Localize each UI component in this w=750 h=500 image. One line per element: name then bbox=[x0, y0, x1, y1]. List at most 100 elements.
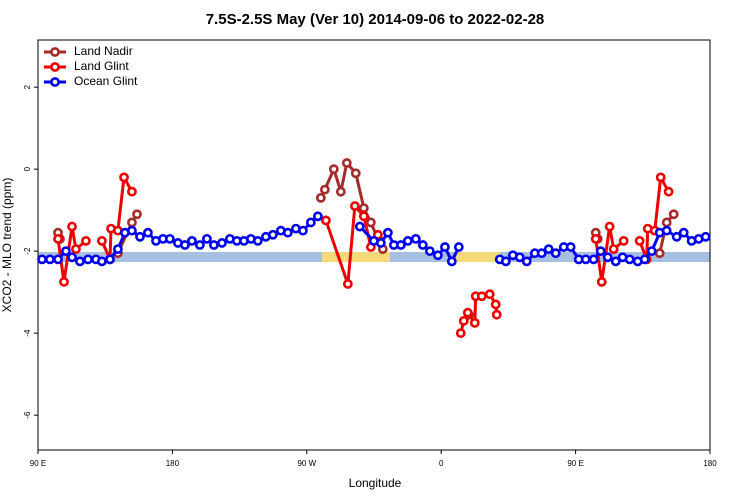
data-point bbox=[491, 309, 502, 320]
y-tick-label: -2 bbox=[23, 247, 32, 255]
data-point bbox=[119, 172, 129, 183]
x-tick-label: 180 bbox=[166, 459, 180, 468]
x-tick-label: 90 E bbox=[567, 459, 583, 468]
data-point bbox=[604, 221, 615, 232]
data-point bbox=[375, 238, 386, 248]
y-tick-label: -4 bbox=[23, 329, 32, 337]
legend-marker bbox=[50, 77, 60, 87]
data-point bbox=[639, 254, 650, 265]
data-point bbox=[700, 231, 711, 242]
legend-label: Ocean Glint bbox=[74, 74, 138, 88]
data-point bbox=[305, 217, 316, 228]
data-point bbox=[580, 254, 591, 265]
data-point bbox=[143, 227, 153, 238]
data-point bbox=[458, 315, 469, 326]
data-point bbox=[312, 211, 323, 222]
data-point bbox=[402, 235, 413, 246]
data-point bbox=[440, 242, 450, 252]
data-point bbox=[634, 235, 645, 246]
data-point bbox=[624, 254, 635, 265]
data-point bbox=[132, 209, 142, 220]
data-point bbox=[59, 276, 69, 287]
data-point bbox=[53, 254, 63, 265]
data-point bbox=[618, 235, 629, 246]
data-point bbox=[315, 192, 326, 203]
data-point bbox=[500, 256, 511, 267]
data-point bbox=[187, 235, 197, 246]
data-point bbox=[469, 317, 480, 328]
data-point bbox=[668, 209, 679, 220]
data-point bbox=[298, 225, 308, 236]
data-point bbox=[476, 291, 487, 302]
data-point bbox=[328, 164, 339, 175]
data-point bbox=[655, 172, 666, 183]
x-tick-label: 90 E bbox=[30, 459, 46, 468]
data-point bbox=[282, 227, 293, 238]
data-point bbox=[446, 256, 457, 267]
data-point bbox=[164, 233, 175, 244]
data-point bbox=[455, 328, 466, 339]
x-tick-label: 180 bbox=[703, 459, 717, 468]
data-point bbox=[83, 254, 93, 265]
data-point bbox=[75, 256, 85, 267]
data-point bbox=[335, 186, 346, 197]
legend-label: Land Glint bbox=[74, 59, 129, 73]
land-band bbox=[455, 252, 500, 262]
y-tick-label: 2 bbox=[23, 84, 32, 89]
data-point bbox=[424, 246, 435, 257]
data-point bbox=[97, 235, 107, 246]
data-point bbox=[209, 240, 219, 250]
legend-marker bbox=[50, 47, 60, 57]
data-point bbox=[590, 233, 601, 244]
data-point bbox=[484, 289, 495, 300]
data-point bbox=[112, 244, 123, 254]
data-point bbox=[53, 233, 63, 244]
data-point bbox=[661, 217, 672, 228]
legend-marker bbox=[50, 62, 60, 72]
data-point bbox=[521, 256, 532, 267]
data-point bbox=[671, 231, 682, 242]
legend-label: Land Nadir bbox=[74, 44, 133, 58]
data-point bbox=[37, 254, 47, 265]
data-point bbox=[97, 256, 107, 267]
y-tick-label: 0 bbox=[23, 166, 32, 171]
data-point bbox=[67, 221, 77, 232]
data-point bbox=[610, 256, 621, 267]
x-axis-label: Longitude bbox=[349, 476, 402, 490]
data-point bbox=[417, 240, 428, 250]
data-point bbox=[135, 231, 145, 242]
data-point bbox=[201, 233, 212, 244]
data-point bbox=[268, 229, 278, 240]
data-point bbox=[588, 254, 599, 265]
data-point bbox=[453, 242, 464, 252]
y-axis-label: XCO2 - MLO trend (ppm) bbox=[0, 178, 14, 313]
data-point bbox=[550, 248, 561, 259]
data-point bbox=[194, 240, 205, 250]
x-tick-label: 90 W bbox=[297, 459, 316, 468]
x-tick-label: 0 bbox=[439, 459, 444, 468]
data-point bbox=[663, 186, 674, 197]
data-point bbox=[217, 238, 227, 248]
y-tick-label: -6 bbox=[23, 411, 32, 419]
data-point bbox=[654, 248, 665, 259]
data-point bbox=[180, 240, 190, 250]
data-point bbox=[342, 279, 353, 289]
data-point bbox=[127, 186, 137, 197]
data-point bbox=[358, 203, 369, 213]
data-point bbox=[490, 299, 501, 310]
chart-title: 7.5S-2.5S May (Ver 10) 2014-09-06 to 202… bbox=[206, 11, 545, 28]
data-point bbox=[395, 240, 406, 250]
data-point bbox=[350, 168, 361, 179]
data-point bbox=[646, 246, 657, 257]
data-point bbox=[565, 242, 576, 252]
data-point bbox=[678, 227, 689, 238]
data-point bbox=[596, 276, 607, 287]
data-point bbox=[595, 246, 606, 257]
data-point bbox=[61, 246, 71, 257]
data-point bbox=[365, 217, 376, 228]
land-band bbox=[322, 252, 390, 262]
data-point bbox=[536, 248, 547, 259]
series-line bbox=[319, 159, 385, 250]
data-point bbox=[252, 235, 263, 246]
